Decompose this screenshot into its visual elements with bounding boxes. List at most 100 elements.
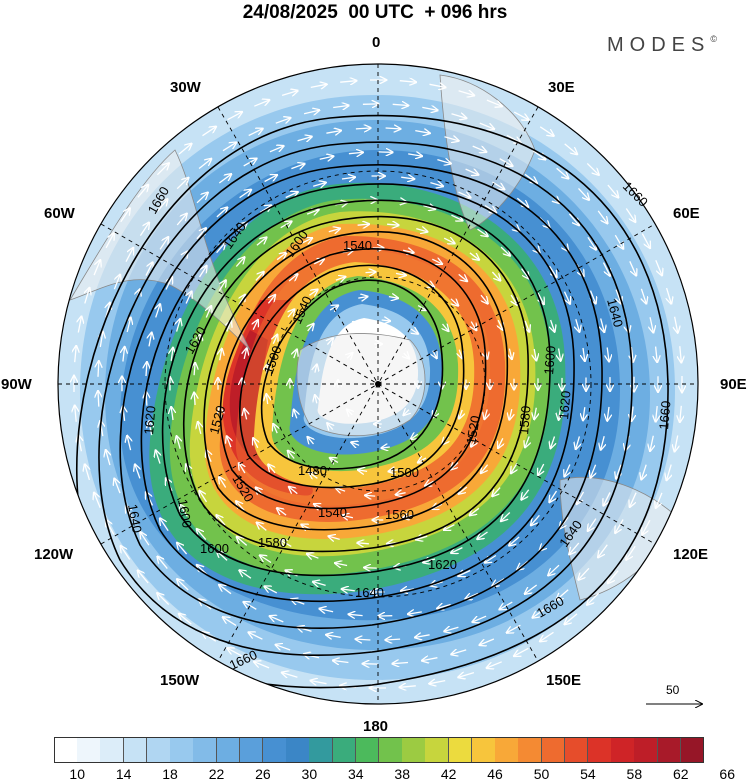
wind-vector	[437, 605, 451, 609]
contour-label: 1660	[656, 400, 673, 430]
colorbar-cell	[518, 737, 542, 763]
wind-vector	[485, 554, 497, 563]
wind-vector	[127, 318, 130, 333]
lon-label-30w: 30W	[170, 79, 201, 96]
colorbar-tick-label: 46	[487, 766, 503, 782]
wind-vector	[443, 324, 449, 331]
wind-vector	[358, 543, 369, 544]
wind-vector	[319, 156, 333, 159]
lon-label-90w: 90W	[1, 376, 32, 393]
wind-vector	[301, 238, 312, 243]
colorbar-tick-label: 26	[255, 766, 271, 782]
wind-vector	[538, 292, 544, 304]
wind-vector	[550, 490, 558, 502]
wind-vector	[522, 489, 530, 500]
wind-vector	[607, 184, 618, 197]
wind-vector	[343, 515, 354, 517]
wind-vector	[249, 633, 263, 640]
wind-vector	[602, 262, 611, 276]
wind-vector	[579, 567, 590, 579]
wind-vector	[471, 437, 476, 446]
lon-label-0: 0	[372, 34, 381, 51]
wind-vector	[498, 319, 503, 330]
wind-vector	[430, 183, 442, 187]
wind-vector	[171, 348, 173, 361]
colorbar-cell	[657, 737, 682, 763]
wind-vector	[484, 204, 496, 213]
wind-vector	[309, 290, 317, 296]
wind-vector	[269, 146, 283, 153]
wind-vector	[194, 363, 195, 376]
wind-vector	[511, 294, 517, 305]
wind-vector	[265, 587, 278, 594]
wind-vector	[601, 318, 605, 332]
wind-vector	[219, 477, 227, 488]
wind-vector	[520, 268, 529, 279]
wind-vector	[534, 407, 536, 419]
wind-vector	[591, 464, 596, 478]
wind-vector	[206, 306, 211, 318]
wind-vector	[548, 265, 557, 277]
wind-vector	[146, 392, 147, 406]
wind-vector	[429, 84, 446, 87]
wind-vector	[75, 346, 77, 363]
wind-vector	[400, 686, 416, 688]
wind-vector	[386, 639, 401, 640]
wind-vector	[335, 277, 345, 280]
colorbar-tick-label: 62	[672, 766, 689, 782]
wind-vector	[458, 192, 471, 197]
contour-label: 1560	[385, 507, 414, 522]
wind-vector	[680, 405, 682, 422]
wind-vector	[307, 554, 319, 558]
wind-vector	[459, 571, 471, 576]
wind-vector	[506, 134, 520, 142]
vector-reference-label: 50	[666, 683, 680, 697]
wind-vector	[607, 406, 609, 421]
wind-vector	[533, 608, 546, 618]
wind-vector	[516, 197, 528, 207]
wind-vector	[415, 131, 429, 134]
wind-vector	[256, 238, 266, 246]
wind-vector	[531, 514, 540, 525]
wind-vector	[358, 470, 368, 472]
colorbar-tick-label: 34	[347, 766, 364, 782]
wind-vector	[473, 615, 487, 622]
wind-vector	[540, 631, 554, 641]
wind-vector	[220, 349, 222, 361]
wind-vector	[127, 436, 130, 451]
wind-vector	[137, 185, 148, 198]
wind-vector	[248, 129, 263, 137]
wind-vector	[451, 114, 467, 118]
wind-vector	[404, 410, 409, 415]
wind-vector	[509, 408, 511, 419]
wind-vector	[356, 639, 371, 640]
contour-label: 1640	[125, 503, 145, 534]
contour-label: 1540	[318, 505, 347, 520]
wind-vector	[120, 209, 130, 223]
wind-vector	[466, 593, 479, 599]
wind-vector	[340, 81, 356, 83]
wind-vector	[485, 409, 488, 419]
wind-vector	[578, 187, 589, 199]
wind-vector	[423, 206, 435, 209]
colorbar-cell	[193, 737, 217, 763]
wind-vector	[388, 297, 398, 299]
colorbar-tick-label: 30	[301, 766, 318, 782]
contour-label: 1640	[355, 585, 384, 600]
wind-vector	[157, 593, 170, 606]
wind-vector	[399, 81, 416, 83]
wind-vector	[244, 409, 246, 420]
colorbar-tick-label: 22	[208, 766, 225, 782]
wind-vector	[588, 518, 597, 531]
wind-vector	[396, 493, 406, 495]
contour-label: 1600	[175, 498, 195, 529]
wind-vector	[320, 609, 334, 612]
wind-vector	[650, 435, 653, 451]
wind-vector	[276, 645, 291, 650]
wind-vector	[270, 616, 284, 623]
wind-vector	[487, 661, 502, 668]
colorbar-tick-label: 38	[394, 766, 410, 782]
colorbar-frame	[54, 737, 704, 763]
wind-vector	[200, 491, 208, 503]
